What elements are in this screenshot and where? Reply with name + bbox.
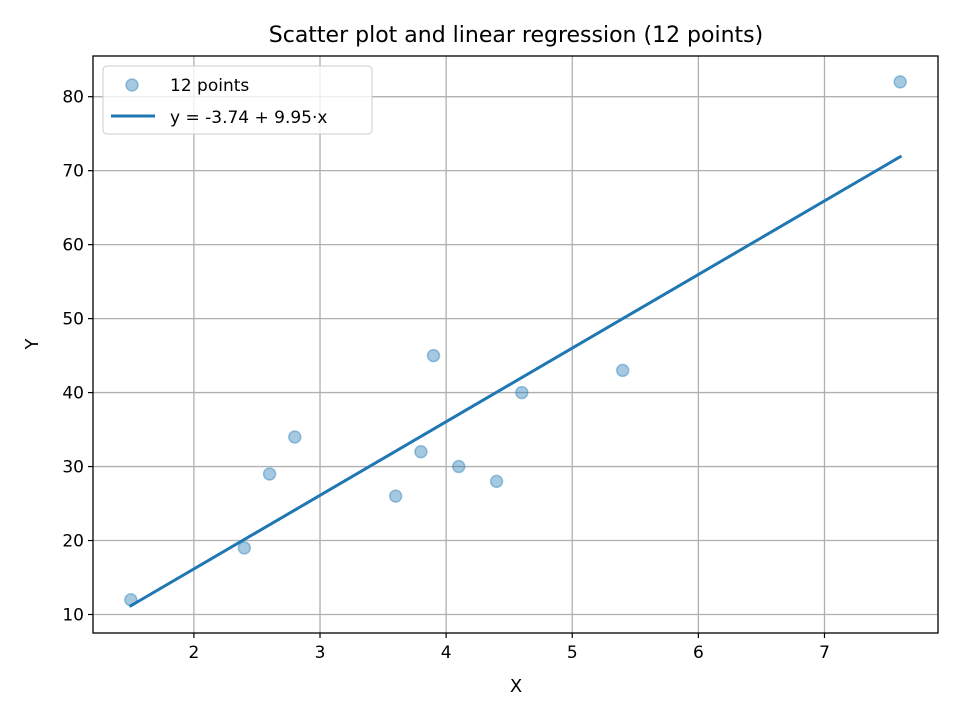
axis-ticks: 2 3 4 5 6 7 10 20 30 40 50 60 70 80 (62, 88, 830, 663)
y-tick-label: 70 (62, 162, 84, 182)
legend-scatter-marker (125, 78, 139, 92)
legend: 12 points y = -3.74 + 9.95·x (102, 65, 373, 135)
y-axis-label: Y (22, 338, 43, 351)
y-tick-label: 10 (62, 606, 84, 626)
x-tick-label: 6 (693, 643, 704, 663)
y-tick-label: 80 (62, 88, 84, 108)
x-tick-label: 5 (567, 643, 578, 663)
y-tick-label: 50 (62, 310, 84, 330)
scatter-point (124, 592, 138, 607)
regression-line (128, 154, 903, 608)
legend-box (102, 65, 373, 135)
scatter-point (489, 474, 504, 489)
y-tick-label: 30 (62, 458, 84, 478)
legend-scatter-label: 12 points (170, 76, 249, 96)
y-tick-label: 20 (62, 532, 84, 552)
scatter-point (893, 75, 907, 89)
chart-title: Scatter plot and linear regression (12 p… (269, 23, 763, 48)
x-tick-label: 4 (441, 643, 452, 663)
plot-area-frame (92, 55, 939, 634)
regression-line-layer (128, 154, 903, 608)
scatter-point (262, 467, 277, 481)
scatter-point (451, 459, 466, 474)
scatter-point (414, 445, 428, 459)
scatter-points-layer (124, 75, 907, 607)
scatter-point (426, 348, 441, 363)
grid (93, 56, 938, 633)
scatter-point (615, 363, 630, 378)
y-tick-label: 40 (62, 384, 84, 404)
x-tick-label: 7 (819, 643, 830, 663)
x-axis-label: X (510, 676, 522, 697)
x-tick-label: 2 (188, 643, 199, 663)
scatter-point (515, 385, 529, 400)
scatter-point (237, 541, 252, 555)
legend-line-label: y = -3.74 + 9.95·x (170, 108, 327, 128)
x-tick-label: 3 (315, 643, 326, 663)
scatter-point (388, 489, 403, 503)
y-tick-label: 60 (62, 236, 84, 256)
scatter-point (288, 430, 302, 444)
